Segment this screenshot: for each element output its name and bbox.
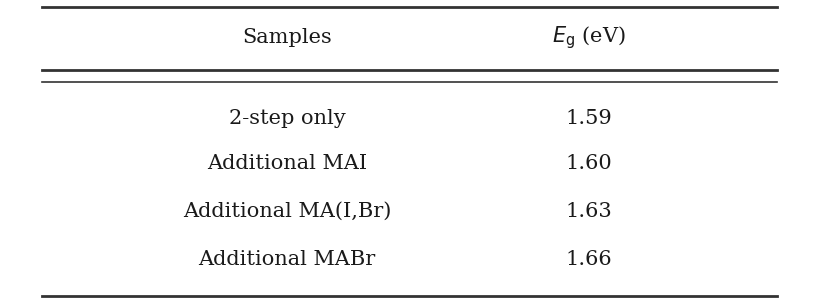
Text: 1.63: 1.63 [566, 202, 613, 221]
Text: Samples: Samples [242, 28, 332, 47]
Text: 2-step only: 2-step only [229, 109, 346, 128]
Text: Additional MAI: Additional MAI [207, 154, 367, 173]
Text: $\mathit{E}_\mathrm{g}$ (eV): $\mathit{E}_\mathrm{g}$ (eV) [552, 24, 626, 51]
Text: 1.60: 1.60 [566, 154, 613, 173]
Text: 1.66: 1.66 [566, 250, 613, 269]
Text: Additional MA(I,Br): Additional MA(I,Br) [183, 202, 391, 221]
Text: Additional MABr: Additional MABr [198, 250, 376, 269]
Text: 1.59: 1.59 [566, 109, 613, 128]
